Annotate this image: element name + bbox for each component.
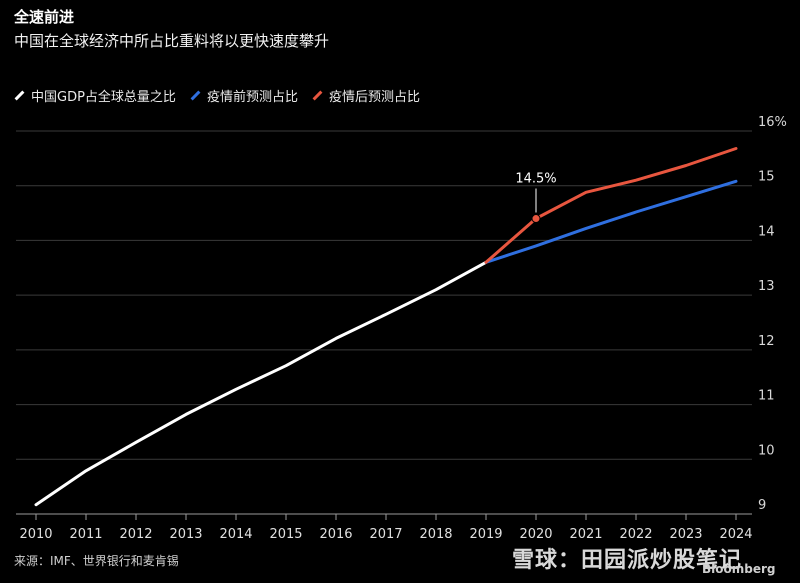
- y-tick-label: 11: [758, 389, 775, 404]
- x-tick-label: 2016: [319, 527, 352, 542]
- x-tick-label: 2023: [669, 527, 702, 542]
- y-tick-label: 14: [758, 224, 775, 239]
- x-tick-label: 2015: [269, 527, 302, 542]
- legend-item-post-covid: 疫情后预测占比: [312, 86, 420, 105]
- series-line-post-covid: [484, 147, 738, 264]
- chart-subtitle: 中国在全球经济中所占比重料将以更快速度攀升: [14, 32, 330, 50]
- legend: 中国GDP占全球总量之比 疫情前预测占比 疫情后预测占比: [14, 86, 420, 105]
- series-lines: [34, 147, 738, 507]
- series-line-actual: [34, 260, 488, 507]
- x-tick-label: 2010: [19, 527, 52, 542]
- legend-label-pre-covid: 疫情前预测占比: [206, 90, 298, 105]
- x-tick-label: 2021: [569, 527, 602, 542]
- x-tick-label: 2013: [169, 527, 202, 542]
- x-tick-label: 2011: [69, 527, 102, 542]
- y-tick-label: 9: [758, 498, 766, 513]
- x-tick-label: 2018: [419, 527, 452, 542]
- legend-label-post-covid: 疫情后预测占比: [328, 90, 420, 105]
- source-note: 来源：IMF、世界银行和麦肯锡: [14, 554, 179, 568]
- legend-label-actual: 中国GDP占全球总量之比: [31, 90, 176, 105]
- x-tick-label: 2014: [219, 527, 252, 542]
- annotation: 14.5%: [515, 172, 557, 224]
- legend-item-actual: 中国GDP占全球总量之比: [14, 86, 176, 105]
- x-tick-label: 2019: [469, 527, 502, 542]
- y-tick-label: 16%: [758, 115, 787, 130]
- annotation-point: [531, 214, 541, 224]
- annotation-label: 14.5%: [515, 172, 556, 187]
- x-axis-ticks: 2010 2011 2012 2013 2014 2015 2016 2017 2018 2019…: [16, 513, 753, 542]
- y-tick-label: 15: [758, 170, 775, 185]
- legend-item-pre-covid: 疫情前预测占比: [190, 86, 298, 105]
- y-tick-label: 13: [758, 279, 775, 294]
- x-tick-label: 2024: [719, 527, 752, 542]
- y-tick-label: 10: [758, 443, 775, 458]
- x-tick-label: 2017: [369, 527, 402, 542]
- grid-lines: [16, 130, 752, 515]
- series-line-pre-covid: [484, 179, 738, 264]
- y-axis-ticks: 9 10 11 12 13 14 15 16%: [758, 115, 787, 513]
- x-tick-label: 2020: [519, 527, 552, 542]
- y-tick-label: 12: [758, 334, 775, 349]
- x-tick-label: 2012: [119, 527, 152, 542]
- watermark: 雪球：田园派炒股笔记: [512, 548, 743, 573]
- x-tick-label: 2022: [619, 527, 652, 542]
- chart-title: 全速前进: [14, 8, 75, 26]
- brand-logo: Bloomberg: [702, 562, 776, 576]
